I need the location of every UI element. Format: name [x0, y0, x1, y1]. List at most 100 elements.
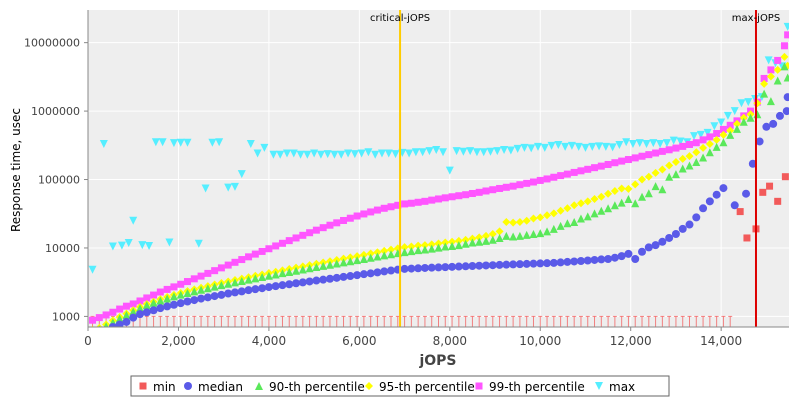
point-median: [631, 254, 640, 263]
point-90-th-percentile: [103, 322, 109, 327]
point-90-th-percentile: [509, 232, 518, 241]
point-90-th-percentile: [726, 130, 735, 139]
point-95-th-percentile: [624, 184, 633, 193]
point-90-th-percentile: [163, 294, 172, 303]
point-max: [289, 149, 298, 158]
point-max: [472, 148, 481, 157]
point-99-th-percentile: [563, 170, 571, 178]
point-median: [678, 224, 687, 233]
point-median: [570, 257, 579, 266]
point-median: [468, 262, 477, 271]
series-99-th-percentile: [89, 31, 789, 324]
y-tick-label: 1000: [52, 310, 80, 323]
point-median: [556, 258, 565, 267]
point-95-th-percentile: [556, 206, 565, 215]
point-median: [387, 266, 396, 275]
point-90-th-percentile: [556, 221, 565, 230]
point-median: [169, 300, 178, 309]
point-90-th-percentile: [115, 314, 124, 323]
point-90-th-percentile: [610, 201, 619, 210]
point-max: [622, 138, 631, 147]
point-max: [601, 142, 610, 151]
point-99-th-percentile: [679, 142, 687, 150]
point-90-th-percentile: [468, 238, 477, 247]
point-90-th-percentile: [590, 209, 599, 218]
point-median: [353, 271, 362, 280]
point-99-th-percentile: [638, 152, 646, 160]
point-median: [536, 259, 545, 268]
point-median: [502, 260, 511, 269]
point-max: [710, 122, 719, 131]
point-median: [217, 290, 226, 299]
point-median: [597, 255, 606, 264]
point-95-th-percentile: [563, 204, 572, 213]
point-99-th-percentile: [333, 219, 341, 227]
point-median: [475, 261, 484, 270]
point-99-th-percentile: [468, 189, 476, 197]
point-99-th-percentile: [326, 221, 334, 229]
point-90-th-percentile: [678, 164, 687, 173]
point-90-th-percentile: [285, 267, 294, 276]
point-median: [264, 283, 273, 292]
point-95-th-percentile: [692, 148, 701, 157]
point-median: [115, 320, 124, 327]
point-90-th-percentile: [570, 217, 579, 226]
point-min: [766, 182, 774, 190]
point-median: [237, 287, 246, 296]
point-median: [319, 275, 328, 284]
point-90-th-percentile: [136, 304, 145, 313]
point-99-th-percentile: [550, 173, 558, 181]
point-99-th-percentile: [509, 182, 517, 190]
legend: min median 90-th percentile 95-th percentil…: [130, 375, 670, 397]
point-max: [520, 143, 529, 152]
point-99-th-percentile: [258, 247, 266, 255]
point-median: [515, 260, 524, 269]
point-median: [434, 263, 443, 272]
point-median: [730, 201, 739, 210]
point-90-th-percentile: [407, 247, 416, 256]
point-median: [258, 284, 267, 293]
point-99-th-percentile: [665, 146, 673, 154]
point-median: [251, 285, 260, 294]
point-median: [176, 299, 185, 308]
point-max: [486, 147, 495, 156]
point-99-th-percentile: [502, 183, 510, 191]
point-90-th-percentile: [712, 142, 721, 151]
point-99-th-percentile: [340, 216, 348, 224]
point-95-th-percentile: [610, 186, 619, 195]
point-90-th-percentile: [271, 270, 280, 279]
point-90-th-percentile: [142, 301, 151, 310]
point-99-th-percentile: [570, 168, 578, 176]
point-median: [699, 204, 708, 213]
point-90-th-percentile: [414, 246, 423, 255]
point-median: [448, 262, 457, 271]
point-median: [129, 313, 138, 322]
point-90-th-percentile: [264, 271, 273, 280]
point-median: [658, 237, 667, 246]
point-95-th-percentile: [651, 168, 660, 177]
point-99-th-percentile: [652, 149, 660, 157]
point-95-th-percentile: [685, 152, 694, 161]
point-99-th-percentile: [136, 297, 144, 305]
point-90-th-percentile: [631, 199, 640, 208]
point-95-th-percentile: [543, 211, 552, 220]
point-99-th-percentile: [197, 272, 205, 280]
point-99-th-percentile: [183, 278, 191, 286]
y-tick-label: 100000: [38, 174, 80, 187]
point-90-th-percentile: [298, 265, 307, 274]
point-max: [649, 139, 658, 148]
point-90-th-percentile: [339, 258, 348, 267]
point-99-th-percentile: [150, 291, 158, 299]
point-max: [411, 148, 420, 157]
point-99-th-percentile: [784, 31, 789, 39]
point-90-th-percentile: [210, 282, 219, 291]
point-median: [292, 279, 301, 288]
point-max: [628, 140, 637, 149]
point-median: [285, 280, 294, 289]
point-median: [461, 262, 470, 271]
point-95-th-percentile: [495, 227, 504, 236]
point-90-th-percentile: [617, 198, 626, 207]
point-99-th-percentile: [177, 280, 185, 288]
point-90-th-percentile: [563, 219, 572, 228]
point-90-th-percentile: [766, 97, 775, 106]
